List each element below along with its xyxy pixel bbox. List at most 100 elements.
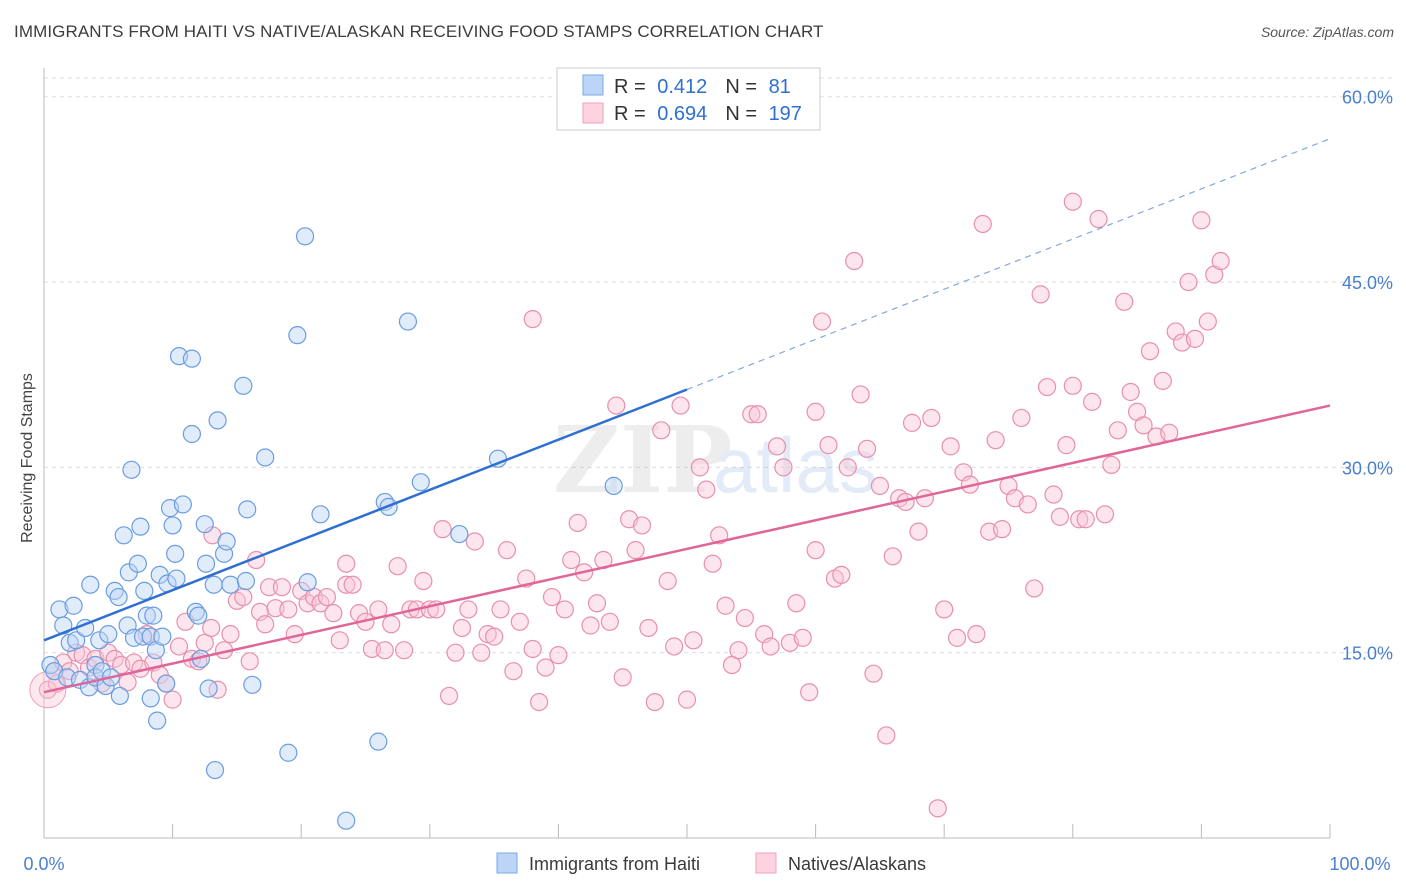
data-point bbox=[832, 565, 851, 584]
data-point bbox=[793, 628, 812, 647]
data-point bbox=[189, 606, 208, 625]
data-point bbox=[530, 692, 549, 712]
data-point bbox=[857, 439, 877, 458]
data-point bbox=[1121, 382, 1140, 402]
legend-swatch-natives bbox=[755, 852, 777, 874]
data-point bbox=[806, 402, 825, 421]
data-point bbox=[109, 587, 128, 607]
data-point bbox=[806, 541, 825, 560]
data-point bbox=[148, 711, 167, 730]
data-point bbox=[167, 569, 186, 588]
data-point bbox=[375, 641, 394, 660]
data-point bbox=[1140, 342, 1160, 361]
data-point bbox=[238, 500, 257, 519]
chart-title: IMMIGRANTS FROM HAITI VS NATIVE/ALASKAN … bbox=[14, 22, 824, 41]
data-point bbox=[1082, 392, 1102, 411]
data-point bbox=[1031, 285, 1050, 304]
data-point bbox=[767, 437, 787, 456]
data-point bbox=[819, 436, 838, 455]
data-point bbox=[382, 615, 401, 634]
data-point bbox=[485, 627, 504, 646]
legend-label-haiti: Immigrants from Haiti bbox=[529, 854, 700, 874]
data-point bbox=[523, 309, 542, 329]
data-point bbox=[632, 516, 652, 535]
stats-legend-row-1: R = 0.412 N = 81 bbox=[614, 76, 791, 98]
data-point bbox=[398, 312, 418, 331]
data-point bbox=[182, 349, 201, 368]
data-point bbox=[337, 811, 356, 830]
data-point bbox=[607, 396, 626, 415]
data-point bbox=[812, 312, 832, 331]
data-point bbox=[204, 575, 223, 594]
data-point bbox=[414, 571, 433, 591]
data-point bbox=[542, 587, 562, 607]
data-point bbox=[157, 674, 176, 693]
data-point bbox=[600, 612, 619, 631]
data-point bbox=[626, 541, 645, 560]
data-point bbox=[279, 743, 298, 762]
trend-line-haiti bbox=[43, 388, 688, 642]
data-point bbox=[536, 658, 555, 677]
data-point bbox=[645, 692, 664, 712]
y-tick-label: 30.0% bbox=[1342, 458, 1393, 478]
stats-legend-row-2: R = 0.694 N = 197 bbox=[614, 103, 802, 125]
data-point bbox=[1179, 272, 1198, 292]
data-point bbox=[1012, 408, 1031, 428]
data-point bbox=[298, 573, 317, 592]
data-point bbox=[236, 571, 256, 591]
data-point bbox=[221, 575, 240, 594]
data-point bbox=[504, 662, 523, 681]
data-point bbox=[221, 625, 240, 644]
data-point bbox=[295, 227, 315, 246]
data-point bbox=[133, 627, 153, 646]
data-point bbox=[369, 732, 388, 751]
data-point bbox=[472, 643, 491, 662]
data-point bbox=[465, 532, 484, 551]
data-point bbox=[742, 405, 761, 424]
data-point bbox=[163, 690, 182, 709]
trend-lines bbox=[43, 138, 1331, 694]
data-point bbox=[450, 524, 469, 544]
data-point bbox=[1102, 455, 1121, 474]
stats-n-value-1: 81 bbox=[769, 76, 791, 98]
data-point bbox=[452, 618, 472, 638]
data-point bbox=[131, 517, 150, 536]
data-point bbox=[684, 631, 703, 650]
data-point bbox=[652, 421, 671, 440]
data-point bbox=[182, 424, 201, 444]
bottom-legend: Immigrants from Haiti Natives/Alaskans bbox=[496, 852, 926, 874]
data-point bbox=[1166, 322, 1185, 341]
watermark: ZIP atlas bbox=[553, 406, 878, 514]
data-point bbox=[259, 578, 279, 597]
watermark-atlas: atlas bbox=[713, 421, 878, 509]
data-point bbox=[234, 587, 253, 607]
y-axis-label: Receiving Food Stamps bbox=[19, 373, 36, 543]
data-point bbox=[202, 618, 221, 638]
data-point bbox=[205, 760, 225, 780]
data-point bbox=[311, 505, 330, 524]
data-point bbox=[1018, 495, 1037, 514]
data-point bbox=[510, 612, 529, 631]
stats-r-label-1: R = bbox=[614, 76, 651, 98]
data-point bbox=[677, 690, 697, 709]
data-point bbox=[195, 515, 214, 534]
data-point bbox=[658, 571, 677, 591]
data-point bbox=[1076, 510, 1095, 529]
data-point bbox=[166, 544, 185, 563]
y-tick-label: 60.0% bbox=[1342, 88, 1393, 108]
data-point bbox=[1160, 423, 1179, 442]
stats-n-label-1: N = bbox=[725, 76, 762, 98]
data-point bbox=[446, 643, 465, 662]
data-point bbox=[256, 448, 275, 467]
data-point bbox=[243, 675, 262, 694]
legend-label-natives: Natives/Alaskans bbox=[788, 854, 926, 874]
data-point bbox=[697, 480, 716, 499]
data-point bbox=[555, 600, 574, 619]
data-point bbox=[1192, 211, 1211, 230]
legend-swatch-haiti bbox=[496, 852, 518, 874]
data-point bbox=[122, 460, 141, 479]
data-point bbox=[330, 631, 349, 650]
data-point bbox=[941, 437, 960, 456]
data-point bbox=[337, 554, 356, 573]
data-point bbox=[144, 606, 163, 625]
